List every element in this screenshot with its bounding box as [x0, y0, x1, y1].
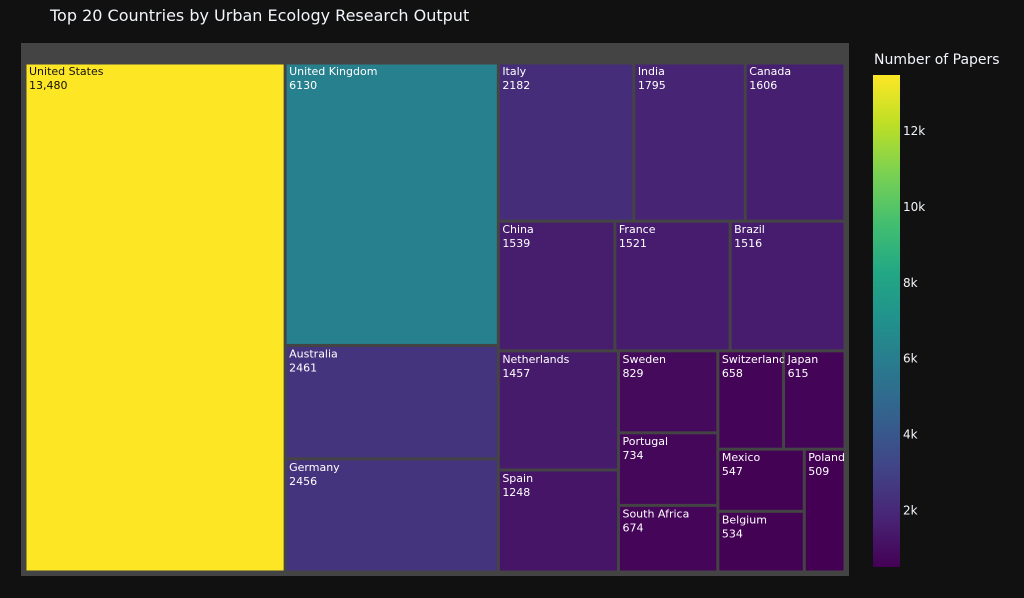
tile-rect: [618, 351, 718, 433]
colorbar-tick-label: 12k: [903, 124, 925, 138]
tile-value: 658: [722, 367, 743, 380]
tile-label: Netherlands: [502, 353, 569, 366]
colorbar: Number of Papers 2k 4k 6k 8k 10k 12k: [873, 52, 1000, 567]
tile-label: China: [502, 223, 533, 236]
tile-rect: [718, 449, 804, 511]
tile-value: 509: [808, 465, 829, 478]
tile-label: Germany: [289, 461, 340, 474]
tile-value: 829: [622, 367, 643, 380]
tile-rect: [730, 221, 845, 351]
tile-value: 1248: [502, 486, 530, 499]
tile-label: Portugal: [622, 435, 668, 448]
tile-value: 1606: [749, 79, 777, 92]
tile-rect: [498, 470, 618, 572]
tile-rect: [745, 63, 845, 221]
tile-value: 1521: [619, 237, 647, 250]
tile-rect: [285, 459, 498, 572]
tile-value: 674: [622, 521, 643, 534]
tile-value: 615: [788, 367, 809, 380]
tile-value: 2456: [289, 475, 317, 488]
tile-label: India: [638, 65, 665, 78]
chart-title: Top 20 Countries by Urban Ecology Resear…: [50, 6, 470, 25]
colorbar-tick-label: 6k: [903, 352, 918, 366]
tile-label: Canada: [749, 65, 791, 78]
tile-value: 2461: [289, 361, 317, 374]
tile-label: Australia: [289, 347, 338, 360]
tile-value: 534: [722, 527, 743, 540]
tile-label: Switzerland: [722, 353, 786, 366]
tile-value: 1539: [502, 237, 530, 250]
colorbar-tick-label: 8k: [903, 276, 918, 290]
tile-rect: [718, 351, 784, 449]
colorbar-tick-label: 10k: [903, 200, 925, 214]
tile-value: 1795: [638, 79, 666, 92]
tile-value: 2182: [502, 79, 530, 92]
tile-label: France: [619, 223, 656, 236]
tile-label: Mexico: [722, 451, 761, 464]
tile-label: United States: [29, 65, 104, 78]
tile-rect: [498, 221, 615, 351]
tile-label: United Kingdom: [289, 65, 377, 78]
tile-value: 1457: [502, 367, 530, 380]
tile-rect: [618, 433, 718, 505]
tile-rect: [25, 63, 285, 572]
colorbar-tick-label: 4k: [903, 428, 918, 442]
tile-value: 1516: [734, 237, 762, 250]
tile-rect: [784, 351, 845, 449]
tile-label: Poland: [808, 451, 845, 464]
colorbar-title: Number of Papers: [874, 52, 1000, 68]
tile-rect: [634, 63, 745, 221]
tile-label: Brazil: [734, 223, 765, 236]
tile-label: South Africa: [622, 507, 689, 520]
tile-label: Sweden: [622, 353, 665, 366]
tile-label: Belgium: [722, 513, 767, 526]
colorbar-tick-label: 2k: [903, 503, 918, 517]
tile-rect: [285, 345, 498, 459]
tile-value: 6130: [289, 79, 317, 92]
tile-value: 734: [622, 449, 643, 462]
tile-label: Spain: [502, 472, 533, 485]
tile-rect: [804, 449, 845, 572]
tile-label: Japan: [787, 353, 819, 366]
tile-rect: [498, 351, 618, 470]
tile-value: 13,480: [29, 79, 68, 92]
tile-rect: [615, 221, 730, 351]
tile-rect: [285, 63, 498, 345]
tile-rect: [498, 63, 634, 221]
colorbar-gradient: [873, 75, 900, 567]
tile-rect: [718, 511, 804, 572]
tile-label: Italy: [502, 65, 526, 78]
tile-rect: [618, 505, 718, 572]
tile-value: 547: [722, 465, 743, 478]
